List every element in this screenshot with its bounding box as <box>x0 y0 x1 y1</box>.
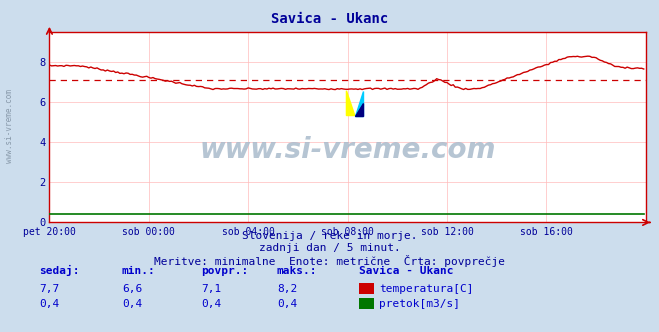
Text: zadnji dan / 5 minut.: zadnji dan / 5 minut. <box>258 243 401 253</box>
Text: 0,4: 0,4 <box>40 299 60 309</box>
Text: pretok[m3/s]: pretok[m3/s] <box>379 299 460 309</box>
Text: Slovenija / reke in morje.: Slovenija / reke in morje. <box>242 231 417 241</box>
Text: 7,7: 7,7 <box>40 284 60 294</box>
Text: 8,2: 8,2 <box>277 284 297 294</box>
Polygon shape <box>355 103 363 116</box>
Text: povpr.:: povpr.: <box>201 266 248 276</box>
Text: 0,4: 0,4 <box>277 299 297 309</box>
Text: sedaj:: sedaj: <box>40 265 80 276</box>
Polygon shape <box>347 91 355 116</box>
Text: maks.:: maks.: <box>277 266 317 276</box>
Text: 0,4: 0,4 <box>122 299 142 309</box>
Text: Savica - Ukanc: Savica - Ukanc <box>359 266 453 276</box>
Text: temperatura[C]: temperatura[C] <box>379 284 473 294</box>
Text: www.si-vreme.com: www.si-vreme.com <box>5 89 14 163</box>
Text: Meritve: minimalne  Enote: metrične  Črta: povprečje: Meritve: minimalne Enote: metrične Črta:… <box>154 255 505 267</box>
Polygon shape <box>355 91 363 116</box>
Text: Savica - Ukanc: Savica - Ukanc <box>271 12 388 26</box>
Text: min.:: min.: <box>122 266 156 276</box>
Text: 6,6: 6,6 <box>122 284 142 294</box>
Text: www.si-vreme.com: www.si-vreme.com <box>200 136 496 164</box>
Text: 7,1: 7,1 <box>201 284 221 294</box>
Text: 0,4: 0,4 <box>201 299 221 309</box>
